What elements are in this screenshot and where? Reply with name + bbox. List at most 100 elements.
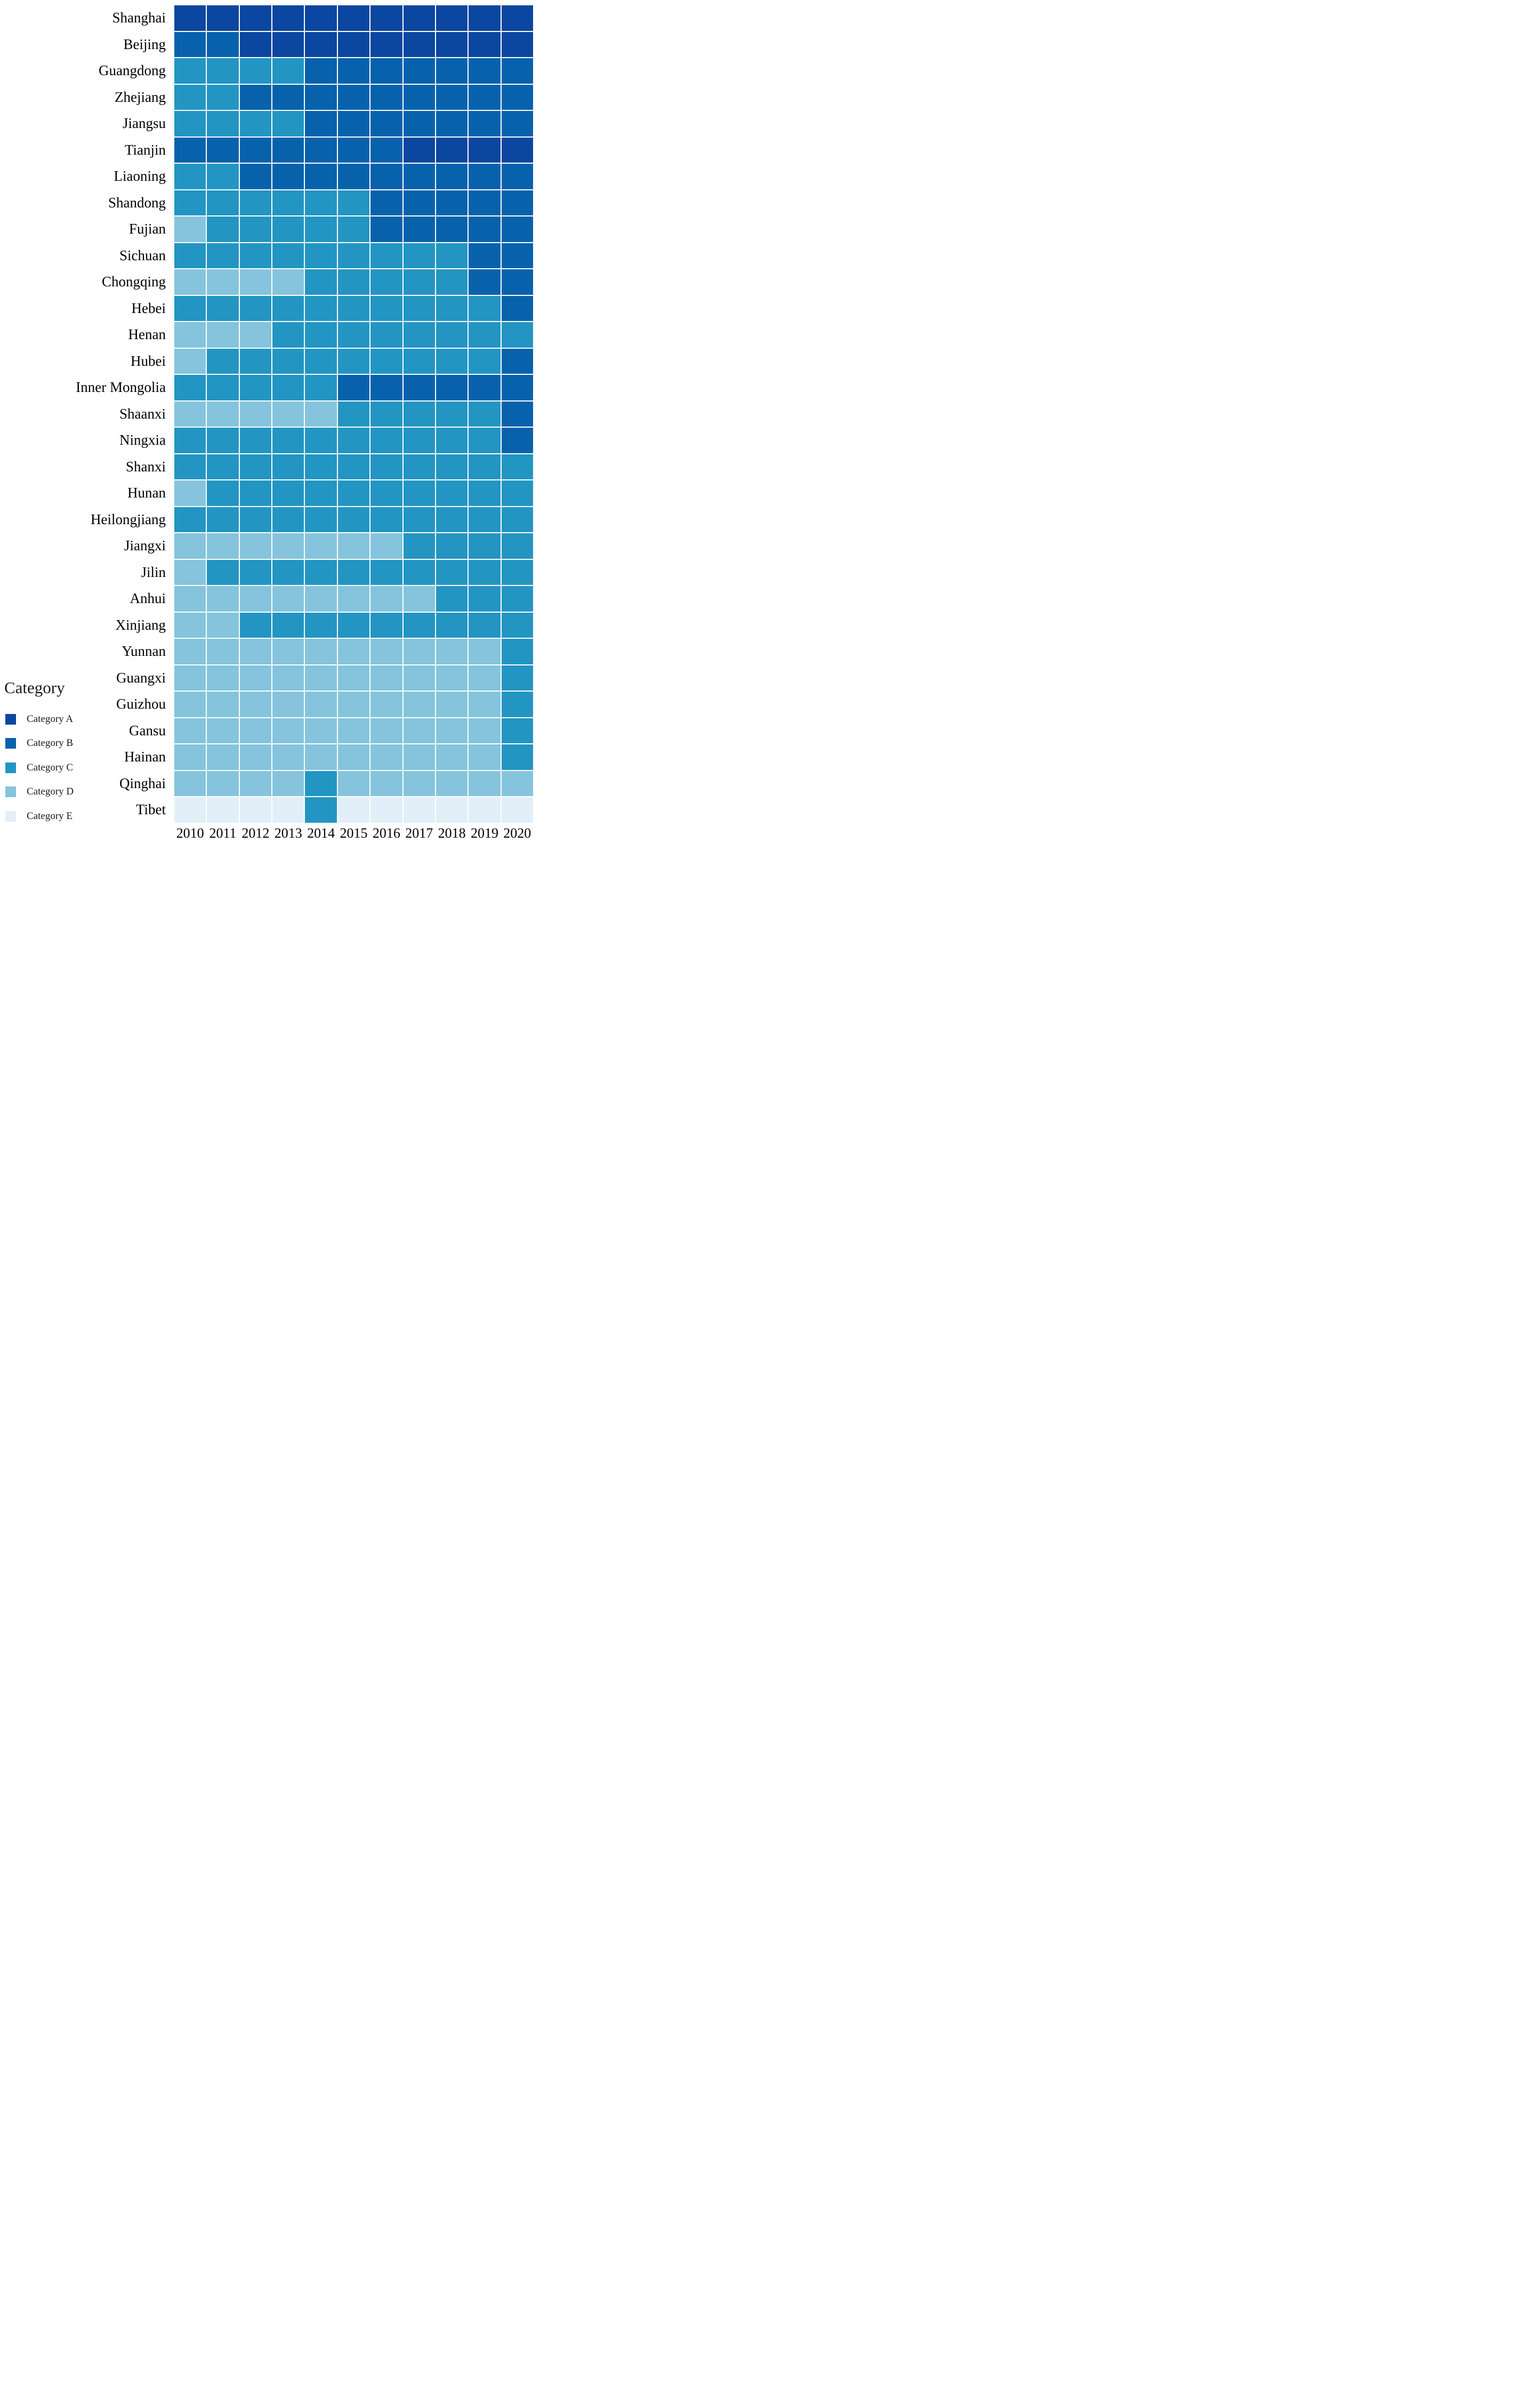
heatmap-cell: [174, 559, 206, 585]
heatmap-cell: [207, 348, 239, 374]
heatmap-cell: [305, 692, 337, 717]
heatmap-cell: [403, 797, 435, 823]
heatmap-cell: [272, 31, 304, 57]
heatmap-cell: [337, 718, 370, 743]
heatmap-cell: [469, 111, 501, 137]
heatmap-cell: [305, 84, 337, 110]
heatmap-cell: [174, 269, 206, 295]
heatmap-cell: [272, 770, 304, 796]
heatmap-cell: [403, 243, 435, 268]
heatmap-cell: [305, 454, 337, 479]
heatmap-cell: [501, 533, 533, 559]
heatmap-cell: [501, 718, 533, 743]
heatmap-cell: [403, 454, 435, 479]
row-label: Hebei: [0, 295, 173, 321]
heatmap-cell: [272, 612, 304, 638]
heatmap-cell: [469, 375, 501, 400]
heatmap-cell: [403, 375, 435, 400]
heatmap-cell: [501, 692, 533, 717]
heatmap-cell: [174, 243, 206, 268]
heatmap-cell: [403, 164, 435, 189]
heatmap-cell: [501, 428, 533, 453]
year-label: 2010: [174, 823, 206, 842]
heatmap-cell: [436, 428, 468, 453]
heatmap-cell: [337, 5, 370, 31]
heatmap-cell: [469, 612, 501, 638]
heatmap-cell: [436, 559, 468, 585]
heatmap-cell: [337, 454, 370, 479]
heatmap-cell: [305, 269, 337, 295]
heatmap-cell: [501, 797, 533, 823]
legend-label: Category C: [27, 761, 74, 773]
heatmap-cell: [501, 586, 533, 612]
heatmap-cell: [370, 31, 402, 57]
heatmap-cell: [436, 190, 468, 215]
heatmap-cell: [501, 5, 533, 31]
heatmap-cell: [403, 295, 435, 321]
heatmap-cell: [174, 480, 206, 506]
legend-item: Category C: [3, 756, 168, 780]
heatmap-cell: [337, 164, 370, 189]
heatmap-cell: [239, 586, 272, 612]
heatmap-cell: [469, 137, 501, 163]
heatmap-cell: [403, 770, 435, 796]
heatmap-cell: [305, 375, 337, 400]
heatmap-cell: [174, 718, 206, 743]
heatmap-cell: [337, 428, 370, 453]
heatmap-cell: [239, 718, 272, 743]
heatmap-cell: [501, 507, 533, 532]
heatmap-cell: [207, 454, 239, 479]
row-label: Zhejiang: [0, 84, 173, 110]
heatmap-cell: [174, 348, 206, 374]
heatmap-cell: [501, 137, 533, 163]
heatmap-cell: [305, 770, 337, 796]
heatmap-cell: [207, 137, 239, 163]
heatmap-cell: [469, 507, 501, 532]
heatmap-cell: [272, 797, 304, 823]
heatmap-cell: [272, 164, 304, 189]
heatmap-cell: [305, 348, 337, 374]
heatmap-cell: [501, 375, 533, 400]
heatmap-cell: [174, 586, 206, 612]
heatmap-cell: [272, 243, 304, 268]
heatmap-cell: [403, 428, 435, 453]
heatmap-cell: [174, 665, 206, 691]
heatmap-cell: [501, 665, 533, 691]
heatmap-cell: [370, 322, 402, 348]
heatmap-cell: [337, 559, 370, 585]
legend-label: Category D: [27, 786, 74, 798]
row-label: Inner Mongolia: [0, 375, 173, 400]
heatmap-cell: [337, 31, 370, 57]
heatmap-cell: [501, 480, 533, 506]
heatmap-cell: [436, 348, 468, 374]
heatmap-cell: [239, 744, 272, 770]
heatmap-cell: [370, 639, 402, 664]
heatmap-cell: [272, 401, 304, 427]
heatmap-cell: [501, 559, 533, 585]
heatmap-cell: [436, 84, 468, 110]
row-label: Guangxi: [0, 665, 173, 691]
heatmap-cell: [469, 586, 501, 612]
heatmap-cell: [207, 770, 239, 796]
heatmap-cell: [305, 401, 337, 427]
heatmap-cell: [469, 216, 501, 242]
heatmap-cell: [272, 58, 304, 84]
heatmap-cell: [239, 322, 272, 348]
heatmap-cell: [436, 612, 468, 638]
heatmap-cell: [207, 401, 239, 427]
heatmap-cell: [207, 718, 239, 743]
heatmap-cell: [305, 612, 337, 638]
heatmap-cell: [337, 507, 370, 532]
heatmap-cell: [469, 58, 501, 84]
heatmap-cell: [207, 639, 239, 664]
heatmap-cell: [337, 269, 370, 295]
heatmap-cell: [272, 718, 304, 743]
heatmap-cell: [207, 533, 239, 559]
heatmap-cell: [174, 111, 206, 137]
heatmap-cell: [207, 612, 239, 638]
heatmap-cell: [436, 744, 468, 770]
row-label: Tianjin: [0, 137, 173, 163]
heatmap-cell: [305, 31, 337, 57]
heatmap-cell: [272, 744, 304, 770]
